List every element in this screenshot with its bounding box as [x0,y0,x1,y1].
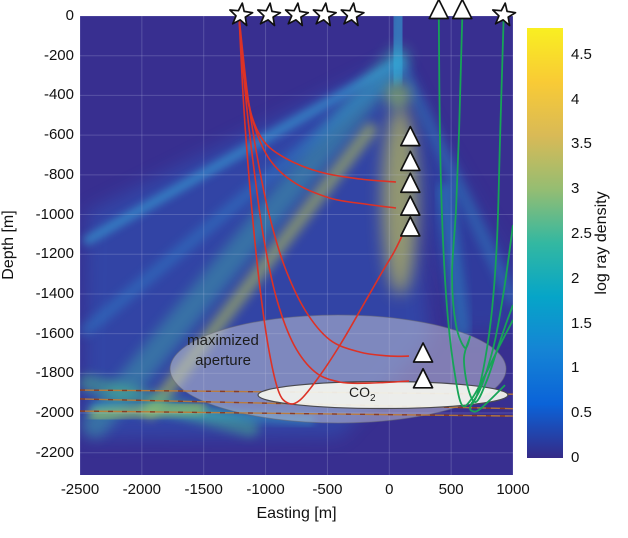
y-axis-tick-label: -2200 [35,443,74,461]
colorbar-tick-label: 3 [571,180,580,198]
colorbar-tick-label: 0.5 [571,404,592,422]
borehole-triangle-marker [399,125,421,147]
colorbar-tick-label: 4 [571,90,580,108]
co2-annotation-main: CO [349,384,370,400]
colorbar-tick-label: 1.5 [571,314,592,332]
y-axis-tick-label: -2000 [35,404,74,422]
apex-glow [385,82,412,109]
markers [229,0,517,389]
x-axis-tick-label: -2500 [60,481,100,498]
red-ray-path [238,16,403,405]
aperture-annotation-line1: maximized [187,332,259,349]
deep-triangle-marker [412,342,434,363]
surface-star-marker [229,2,254,27]
borehole-triangle-marker [399,216,421,237]
co2-ellipse [257,380,509,410]
density-streak [80,62,405,337]
green-ray-path [451,16,513,403]
borehole-triangle-marker [399,172,421,194]
y-axis-tick-label: -400 [43,86,74,104]
y-axis-tick-label: -800 [43,165,74,183]
y-axis-tick-label: -200 [43,46,74,64]
y-axis-tick-label: 0 [65,7,74,24]
x-axis-tick-label: -500 [312,481,343,498]
colorbar-gradient [527,28,563,458]
aperture-annotation: maximized aperture [160,331,286,370]
colorbar-tick-label: 2 [571,269,580,287]
green-ray-path [470,224,513,405]
x-axis-tick-label: -2000 [122,481,162,498]
surface-triangle-marker [428,0,450,20]
y-axis-tick-label: -600 [43,126,74,144]
heatmap [80,16,513,475]
surface-triangle-marker [451,0,473,20]
density-streak [81,45,412,438]
green-rays [437,16,513,413]
colorbar-tick-label: 4.5 [571,45,592,63]
x-axis-tick-label: 0 [385,481,394,498]
red-rays [238,16,410,405]
red-ray-path [238,16,410,385]
colorbar-tick-label: 2.5 [571,225,592,243]
x-axis-tick-label: 500 [438,481,464,498]
red-ray-path [238,16,410,358]
borehole-triangle-marker [399,195,421,216]
aperture-annotation-line2: aperture [195,351,251,369]
co2-annotation-sub: 2 [370,392,376,404]
colorbar-title: log ray density [593,191,610,295]
y-axis-tick-label: -1400 [35,284,74,302]
x-axis-tick-label: -1500 [184,481,223,498]
x-axis-tick-label: 1000 [496,481,530,498]
surface-star-marker [284,2,310,27]
colorbar-tick-label: 1 [571,359,580,377]
surface-star-marker [491,2,517,27]
density-streak [83,57,404,245]
green-ray-path [437,16,513,408]
colorbar-tick-label: 0 [571,449,580,466]
y-axis-tick-label: -1600 [35,324,74,342]
green-ray-path [468,16,506,413]
y-axis-tick-label: -1000 [35,205,74,223]
x-axis-title: Easting [m] [256,505,337,522]
y-axis-tick-label: -1800 [35,364,74,382]
y-axis-tick-label: -1200 [35,245,74,263]
x-axis-tick-label: -1000 [246,481,285,498]
co2-annotation: CO2 [349,384,376,404]
deep-triangle-marker [412,367,434,389]
surface-star-marker [256,2,282,27]
density-streak [436,182,471,339]
surface-star-marker [340,2,365,27]
colorbar-tick-label: 3.5 [571,135,592,153]
surface-star-marker [312,2,337,27]
borehole-triangle-marker [399,150,421,172]
